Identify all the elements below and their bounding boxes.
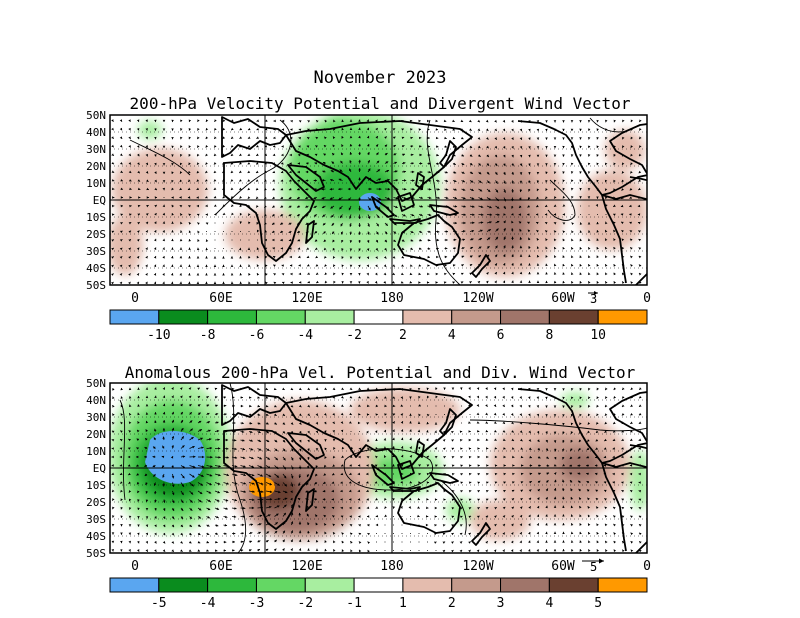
colorbar-label: 6 [497,328,505,343]
colorbar-label: -8 [200,328,216,343]
colorbar-label: -2 [346,328,362,343]
colorbar-swatch [304,309,355,325]
colorbar-label: -5 [151,596,167,611]
colorbar-label: 1 [399,596,407,611]
panel-1-map [109,114,648,286]
panel-2-title: Anomalous 200-hPa Vel. Potential and Div… [124,363,636,382]
latitude-label: EQ [93,462,106,475]
latitude-label: 30S [86,513,106,526]
longitude-label: 120W [462,291,493,306]
panel-1-colorbar: -10 -8 -6 -4 -2 2 4 6 8 10 [109,309,648,343]
colorbar-label: -3 [249,596,265,611]
longitude-label: 180 [380,559,403,574]
colorbar-label: 3 [497,596,505,611]
latitude-label: 20S [86,228,106,241]
latitude-label: 20S [86,496,106,509]
colorbar-swatch [109,577,160,593]
latitude-label: EQ [93,194,106,207]
longitude-label: 0 [643,291,651,306]
colorbar-swatch [207,309,257,325]
colorbar-label: 4 [448,328,456,343]
latitude-label: 30N [86,143,106,156]
panel-1-vector-reference-label: 3 [590,292,597,306]
longitude-label: 120W [462,559,493,574]
latitude-label: 40N [86,126,106,139]
latitude-label: 10S [86,211,106,224]
colorbar-swatch [304,577,355,593]
colorbar-swatch [597,309,648,325]
colorbar-label: -4 [200,596,216,611]
latitude-label: 10S [86,479,106,492]
colorbar-swatch [353,577,404,593]
colorbar-swatch [158,309,209,325]
colorbar-swatch [500,577,550,593]
colorbar-swatch [548,577,599,593]
latitude-label: 40N [86,394,106,407]
colorbar-swatch [109,309,160,325]
panel-2-reference-vector: 5 [582,558,604,574]
latitude-label: 30S [86,245,106,258]
latitude-label: 50N [86,377,106,390]
latitude-label: 20N [86,160,106,173]
longitude-label: 60E [209,291,232,306]
colorbar-label: 4 [545,596,553,611]
latitude-label: 30N [86,411,106,424]
colorbar-swatch [158,577,209,593]
colorbar-swatch [597,577,648,593]
longitude-label: 60W [551,559,575,574]
colorbar-swatch [451,577,502,593]
colorbar-label: 2 [399,328,407,343]
colorbar-label: 8 [545,328,553,343]
longitude-label: 0 [643,559,651,574]
latitude-label: 40S [86,262,106,275]
figure-title: November 2023 [313,68,447,88]
colorbar-swatch [402,577,453,593]
latitude-label: 10N [86,177,106,190]
longitude-label: 180 [380,291,403,306]
colorbar-swatch [255,577,306,593]
latitude-label: 10N [86,445,106,458]
panel-2-map [109,382,648,554]
colorbar-swatch [353,309,404,325]
panel-1-reference-vector: 3 [588,291,598,306]
longitude-label: 60E [209,559,232,574]
latitude-label: 50S [86,279,106,292]
colorbar-swatch [255,309,306,325]
panel-2-colorbar: -5 -4 -3 -2 -1 1 2 3 4 5 [109,577,648,611]
colorbar-label: -2 [297,596,313,611]
colorbar-label: -6 [249,328,265,343]
latitude-label: 40S [86,530,106,543]
latitude-label: 20N [86,428,106,441]
longitude-label: 0 [131,291,139,306]
latitude-label: 50S [86,547,106,560]
colorbar-swatch [500,309,550,325]
colorbar-label: 5 [594,596,602,611]
colorbar-swatch [402,309,453,325]
colorbar-swatch [548,309,599,325]
colorbar-label: 2 [448,596,456,611]
longitude-label: 0 [131,559,139,574]
colorbar-label: -10 [147,328,170,343]
latitude-label: 50N [86,109,106,122]
panel-1-title: 200-hPa Velocity Potential and Divergent… [129,94,631,113]
colorbar-label: -1 [346,596,362,611]
colorbar-swatch [451,309,502,325]
colorbar-label: -4 [297,328,313,343]
colorbar-label: 10 [590,328,606,343]
longitude-label: 120E [291,291,322,306]
panel-2-vector-reference-label: 5 [590,560,597,574]
longitude-label: 120E [291,559,322,574]
longitude-label: 60W [551,291,575,306]
colorbar-swatch [207,577,257,593]
